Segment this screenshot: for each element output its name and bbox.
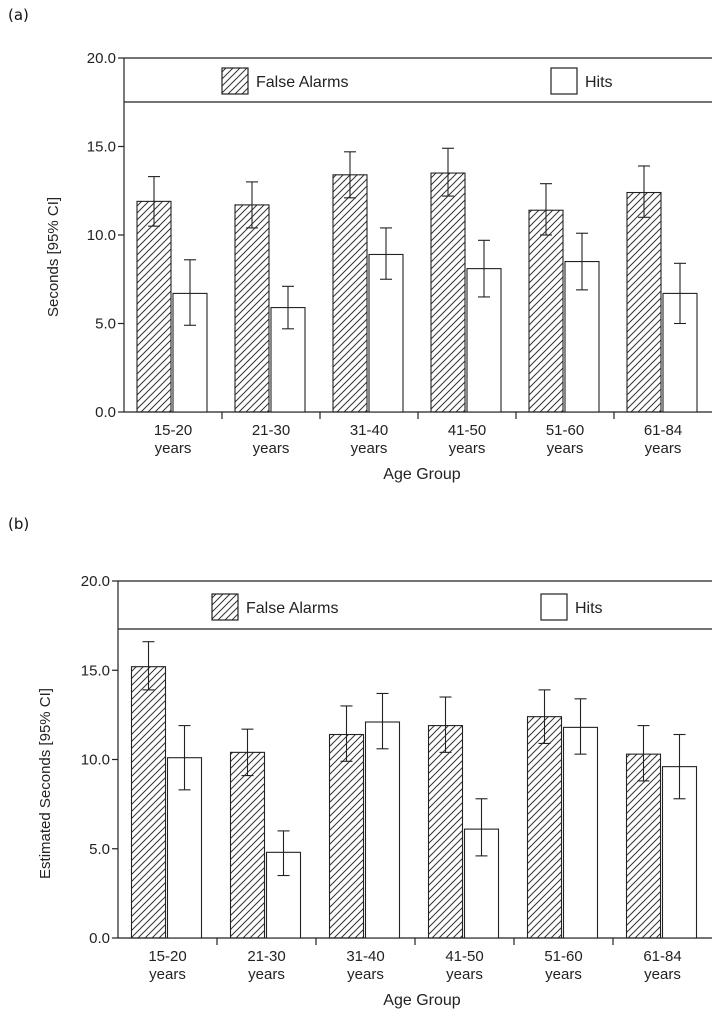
legend-label: False Alarms [246,600,338,617]
bar-false-alarms-41-50 [427,725,464,939]
bar-hits-51-60 [562,726,599,939]
bar-hits-31-40 [364,721,401,939]
bar-false-alarms-15-20 [130,666,167,939]
y-tick-label: 0.0 [89,930,110,947]
x-tick-label-unit: years [449,440,486,457]
y-axis-label: Seconds [95% CI] [45,197,62,317]
x-tick-label-unit: years [149,966,186,983]
legend-swatch-false-alarms [211,593,239,621]
y-tick-label: 0.0 [95,404,116,421]
x-tick-label: 31-40 [350,422,388,439]
x-tick-label: 41-50 [448,422,486,439]
bar-hits-31-40 [368,253,404,413]
x-tick-label-unit: years [253,440,290,457]
bar-false-alarms-51-60 [526,716,563,939]
x-tick-label: 21-30 [252,422,290,439]
y-tick-label: 20.0 [87,50,116,67]
legend-label: Hits [585,74,613,91]
bar-hits-15-20 [166,757,203,939]
chart-panel-a: (a) 0.0 5.0 10.0 15.0 20.0 Seconds [95% CI] Fa… [8,6,712,483]
x-tick-label-unit: years [347,966,384,983]
y-tick-label: 10.0 [87,227,116,244]
chart-b-svg: 0.0 5.0 10.0 15.0 20.0 Estimated Seconds [95%… [37,573,712,1009]
y-tick-label: 15.0 [81,662,110,679]
x-axis-label: Age Group [383,992,460,1009]
x-tick-label: 31-40 [346,948,384,965]
x-tick-label: 21-30 [247,948,285,965]
x-axis-label: Age Group [383,466,460,483]
x-tick-label: 61-84 [643,948,681,965]
y-tick-label: 5.0 [95,316,116,333]
legend-label: Hits [575,600,603,617]
x-tick-label: 15-20 [154,422,192,439]
x-tick-label-unit: years [645,440,682,457]
chart-a-svg: 0.0 5.0 10.0 15.0 20.0 Seconds [95% CI] False … [45,50,712,483]
y-tick-label: 5.0 [89,841,110,858]
chart-panel-b: (b) 0.0 5.0 10.0 15.0 20.0 Estimated Seconds … [0,509,712,1018]
bar-false-alarms-61-84 [626,191,662,413]
bar-false-alarms-31-40 [332,174,368,413]
bar-false-alarms-21-30 [234,204,270,413]
bar-false-alarms-21-30 [229,751,266,939]
legend-swatch-hits [550,67,578,95]
x-tick-label-unit: years [351,440,388,457]
x-tick-label-unit: years [644,966,681,983]
x-tick-label-unit: years [155,440,192,457]
y-axis-label: Estimated Seconds [95% CI] [37,688,54,879]
bar-false-alarms-31-40 [328,733,365,939]
x-tick-label-unit: years [547,440,584,457]
x-tick-label: 41-50 [445,948,483,965]
panel-label-b: (b) [8,515,30,533]
bar-false-alarms-15-20 [136,200,172,413]
y-tick-label: 20.0 [81,573,110,590]
bar-false-alarms-51-60 [528,209,564,413]
legend-swatch-hits [540,593,568,621]
legend-swatch-false-alarms [221,67,249,95]
x-tick-label: 51-60 [546,422,584,439]
x-tick-label: 51-60 [544,948,582,965]
legend-label: False Alarms [256,74,348,91]
y-tick-label: 10.0 [81,752,110,769]
x-tick-label-unit: years [545,966,582,983]
panel-label-a: (a) [8,6,29,24]
y-tick-label: 15.0 [87,139,116,156]
x-tick-label-unit: years [446,966,483,983]
x-tick-label-unit: years [248,966,285,983]
bar-false-alarms-41-50 [430,172,466,413]
bar-false-alarms-61-84 [625,753,662,939]
x-tick-label: 15-20 [148,948,186,965]
x-tick-label: 61-84 [644,422,682,439]
